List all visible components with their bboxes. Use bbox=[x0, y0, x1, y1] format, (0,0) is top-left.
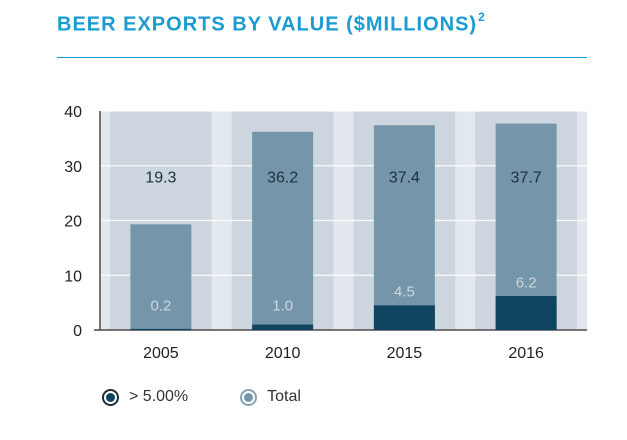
legend-total-label: Total bbox=[267, 388, 301, 405]
x-tick-label-2010: 2010 bbox=[265, 345, 301, 362]
chart-title: BEER EXPORTS BY VALUE ($MILLIONS)2 bbox=[57, 10, 486, 36]
bar-total-2010 bbox=[252, 131, 314, 330]
y-tick-label-10: 10 bbox=[64, 268, 82, 285]
legend-over-5-dot bbox=[106, 392, 115, 402]
bar-total-2016 bbox=[495, 123, 557, 330]
data-label-over-5-2015: 4.5 bbox=[394, 284, 415, 301]
data-label-total-2016: 37.7 bbox=[511, 170, 542, 187]
data-label-total-2010: 36.2 bbox=[267, 170, 298, 187]
data-label-total-2015: 37.4 bbox=[389, 170, 420, 187]
legend-item-over-5: > 5.00% bbox=[102, 388, 188, 406]
data-label-over-5-2010: 1.0 bbox=[272, 297, 293, 314]
data-label-over-5-2016: 6.2 bbox=[516, 274, 537, 291]
legend: > 5.00% Total bbox=[102, 388, 301, 406]
x-tick-label-2016: 2016 bbox=[508, 345, 544, 362]
bar-total-2015 bbox=[373, 125, 435, 330]
bar-over-5-2010 bbox=[252, 324, 314, 330]
y-tick-label-40: 40 bbox=[64, 104, 82, 121]
y-tick-label-20: 20 bbox=[64, 214, 82, 231]
legend-item-total: Total bbox=[240, 388, 301, 406]
data-label-total-2005: 19.3 bbox=[145, 170, 176, 187]
bar-over-5-2005 bbox=[130, 328, 192, 330]
y-tick-label-30: 30 bbox=[64, 159, 82, 176]
bar-over-5-2015 bbox=[373, 305, 435, 330]
title-superscript: 2 bbox=[478, 10, 486, 24]
legend-over-5-icon bbox=[102, 388, 119, 406]
data-label-over-5-2005: 0.2 bbox=[150, 297, 171, 314]
bar-over-5-2016 bbox=[495, 296, 557, 330]
y-tick-label-0: 0 bbox=[73, 323, 82, 340]
legend-over-5-label: > 5.00% bbox=[129, 388, 189, 405]
legend-total-icon bbox=[240, 388, 258, 406]
legend-total-dot bbox=[244, 392, 254, 402]
title-divider bbox=[57, 57, 587, 58]
bar-total-2005 bbox=[130, 224, 192, 330]
x-tick-label-2005: 2005 bbox=[143, 345, 179, 362]
x-tick-label-2015: 2015 bbox=[387, 345, 423, 362]
